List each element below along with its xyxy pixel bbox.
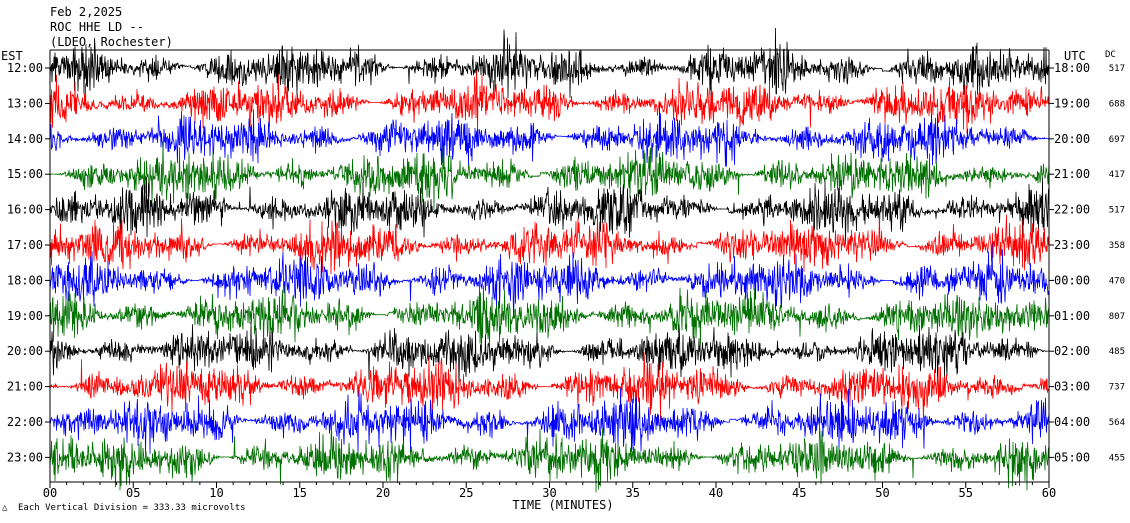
dc-value: 417 [1109,170,1125,180]
utc-label: 03:00 [1054,380,1090,394]
trace-2000 [49,322,1049,390]
dc-value: 455 [1109,453,1125,463]
utc-label: 18:00 [1054,61,1090,75]
dc-value: 564 [1109,418,1125,428]
x-tick-label: 35 [626,486,640,500]
x-tick-label: 20 [376,486,390,500]
x-tick-label: 55 [959,486,973,500]
x-tick-label: 40 [709,486,723,500]
dc-value: 697 [1109,135,1125,145]
x-axis: 00 05 10 15 20 25 30 35 40 45 50 55 60 [43,482,1056,500]
trace-2200 [49,387,1050,455]
trace-1300 [49,70,1050,137]
est-axis-title: EST [1,49,23,63]
dc-value: 470 [1109,276,1125,286]
trace-layer [49,27,1050,493]
x-tick-label: 05 [126,486,140,500]
dc-value: 688 [1109,99,1125,109]
x-tick-label: 10 [209,486,223,500]
est-label: 20:00 [7,344,43,358]
vertical-division-note: Each Vertical Division = 333.33 microvol… [18,503,246,513]
est-label: 19:00 [7,309,43,323]
trace-1500 [49,141,1050,210]
est-label: 13:00 [7,96,43,110]
row-labels: 12:00 18:00 517 13:00 19:00 688 14:00 20:00 697 1… [7,61,1125,464]
dc-value: 358 [1109,241,1125,251]
trace-1600 [49,176,1050,245]
header-date: Feb 2,2025 [50,5,122,19]
est-label: 15:00 [7,167,43,181]
est-label: 18:00 [7,273,43,287]
utc-label: 22:00 [1054,203,1090,217]
utc-label: 02:00 [1054,344,1090,358]
utc-label: 20:00 [1054,132,1090,146]
utc-label: 01:00 [1054,309,1090,323]
dc-value: 517 [1109,64,1125,74]
x-tick-label: 25 [459,486,473,500]
est-label: 16:00 [7,203,43,217]
utc-label: 19:00 [1054,96,1090,110]
x-tick-label: 60 [1042,486,1056,500]
dc-value: 517 [1109,206,1125,216]
dc-value: 807 [1109,312,1125,322]
trace-1700 [49,214,1050,274]
x-tick-label: 30 [542,486,556,500]
x-tick-label: 15 [293,486,307,500]
trace-1800 [49,242,1050,319]
header-station: ROC HHE LD -- [50,20,144,34]
dc-column-title: DC [1105,50,1116,60]
est-label: 14:00 [7,132,43,146]
est-label: 21:00 [7,380,43,394]
utc-label: 23:00 [1054,238,1090,252]
x-axis-label: TIME (MINUTES) [512,498,613,512]
utc-label: 21:00 [1054,167,1090,181]
header-network: (LDEO, Rochester) [50,35,173,49]
trace-2100 [49,352,1050,422]
trace-1400 [49,103,1050,167]
trace-2300 [49,423,1050,493]
x-tick-label: 45 [792,486,806,500]
trace-1200 [49,27,1050,100]
dc-value: 737 [1109,383,1125,393]
trace-1900 [49,281,1050,353]
x-tick-label: 50 [875,486,889,500]
utc-label: 04:00 [1054,415,1090,429]
utc-label: 00:00 [1054,273,1090,287]
dc-value: 485 [1109,347,1125,357]
lamont-logo-icon: △ [2,503,8,513]
utc-label: 05:00 [1054,450,1090,464]
est-label: 23:00 [7,450,43,464]
x-tick-label: 00 [43,486,57,500]
est-label: 12:00 [7,61,43,75]
est-label: 17:00 [7,238,43,252]
utc-axis-title: UTC [1064,49,1086,63]
est-label: 22:00 [7,415,43,429]
